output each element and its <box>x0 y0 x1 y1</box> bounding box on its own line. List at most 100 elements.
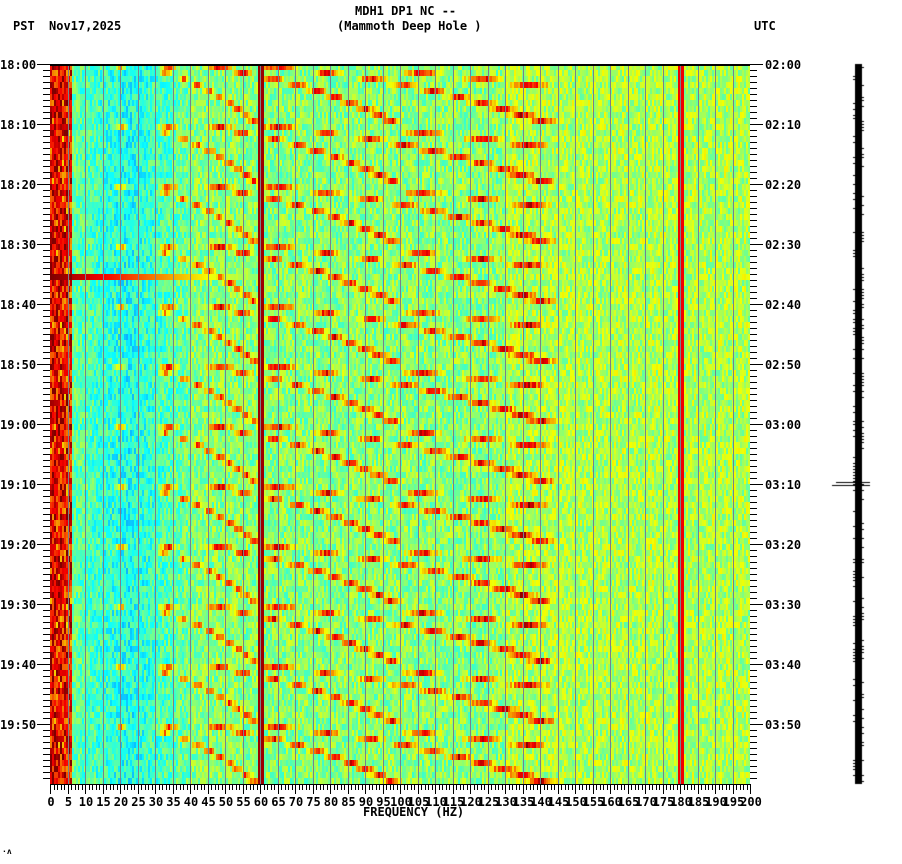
x-tick-label: 25 <box>131 795 146 809</box>
y-tick <box>43 772 50 773</box>
y-tick <box>750 514 757 515</box>
y-tick <box>43 388 50 389</box>
y-tick <box>750 136 757 137</box>
x-tick <box>155 784 156 794</box>
x-tick <box>246 784 247 790</box>
y-tick <box>43 628 50 629</box>
x-tick <box>540 784 541 794</box>
y-tick <box>750 628 757 629</box>
date-label: Nov17,2025 <box>49 19 122 33</box>
y-tick <box>750 436 757 437</box>
x-tick <box>267 784 268 790</box>
y-tick <box>43 760 50 761</box>
x-tick <box>291 784 293 790</box>
x-tick <box>172 784 174 794</box>
y-tick <box>750 298 757 299</box>
y-tick-label-utc: 02:10 <box>765 118 802 132</box>
y-tick <box>37 544 50 545</box>
x-tick <box>466 784 468 790</box>
x-tick-label: 45 <box>201 795 216 809</box>
x-tick <box>676 784 678 790</box>
x-tick <box>578 784 580 790</box>
x-tick-label: 15 <box>96 795 111 809</box>
y-tick <box>43 436 50 437</box>
y-tick <box>43 640 50 641</box>
y-tick <box>750 82 757 83</box>
y-tick <box>750 358 757 359</box>
x-tick-label: 135 <box>512 795 535 809</box>
y-tick <box>750 508 757 509</box>
x-tick <box>596 784 597 790</box>
x-tick <box>249 784 251 790</box>
x-tick <box>491 784 492 790</box>
y-tick <box>750 388 757 389</box>
y-tick <box>750 670 757 671</box>
x-tick <box>358 784 359 790</box>
y-tick <box>750 616 757 617</box>
y-tick <box>750 544 763 545</box>
y-tick <box>43 76 50 77</box>
x-tick-label: 20 <box>113 795 129 809</box>
x-tick <box>470 784 471 794</box>
x-tick <box>526 784 527 790</box>
x-tick <box>162 784 163 790</box>
x-tick-label: 160 <box>600 795 622 809</box>
y-tick <box>43 766 50 767</box>
y-tick <box>43 316 50 317</box>
y-tick-label-utc: 03:20 <box>765 538 802 552</box>
y-tick <box>43 322 50 323</box>
x-tick-label: 40 <box>183 795 199 809</box>
x-tick <box>323 784 324 790</box>
x-tick <box>396 784 398 790</box>
x-tick <box>508 784 510 790</box>
x-tick <box>400 784 401 794</box>
x-tick <box>739 784 741 790</box>
y-tick-label-utc: 02:50 <box>765 358 802 372</box>
y-tick <box>750 226 757 227</box>
x-tick <box>67 784 69 794</box>
x-tick <box>697 784 699 794</box>
x-tick <box>627 784 629 794</box>
x-tick <box>547 784 548 790</box>
y-tick-label-pst: 19:30 <box>0 598 37 612</box>
x-tick <box>344 784 345 790</box>
y-tick <box>37 364 50 365</box>
y-tick <box>750 610 757 611</box>
y-tick-label-utc: 03:30 <box>765 598 802 612</box>
x-tick-label: 175 <box>652 795 675 809</box>
x-tick <box>718 784 720 790</box>
y-tick <box>43 586 50 587</box>
x-tick <box>169 784 170 790</box>
y-tick <box>37 304 50 305</box>
x-tick <box>722 784 723 790</box>
x-tick <box>452 784 454 794</box>
x-tick <box>214 784 216 790</box>
y-tick <box>43 574 50 575</box>
x-tick <box>134 784 135 790</box>
x-tick-label: 100 <box>390 795 412 809</box>
x-tick <box>708 784 709 790</box>
y-tick <box>750 622 757 623</box>
y-tick <box>43 352 50 353</box>
y-tick <box>43 178 50 179</box>
y-tick <box>750 502 757 503</box>
x-tick <box>732 784 734 794</box>
y-tick <box>43 328 50 329</box>
x-tick <box>288 784 289 790</box>
y-tick <box>43 502 50 503</box>
x-tick <box>529 784 531 790</box>
x-tick-label: 185 <box>687 795 710 809</box>
x-tick <box>235 784 237 790</box>
x-tick <box>120 784 121 794</box>
y-tick <box>750 70 757 71</box>
y-tick <box>750 496 757 497</box>
x-tick <box>316 784 317 790</box>
x-tick <box>498 784 499 790</box>
x-tick <box>564 784 566 790</box>
y-tick <box>750 400 757 401</box>
y-tick-label-pst: 19:00 <box>0 418 37 432</box>
x-tick <box>613 784 615 790</box>
y-tick <box>43 532 50 533</box>
x-tick <box>617 784 618 790</box>
x-tick <box>662 784 664 794</box>
